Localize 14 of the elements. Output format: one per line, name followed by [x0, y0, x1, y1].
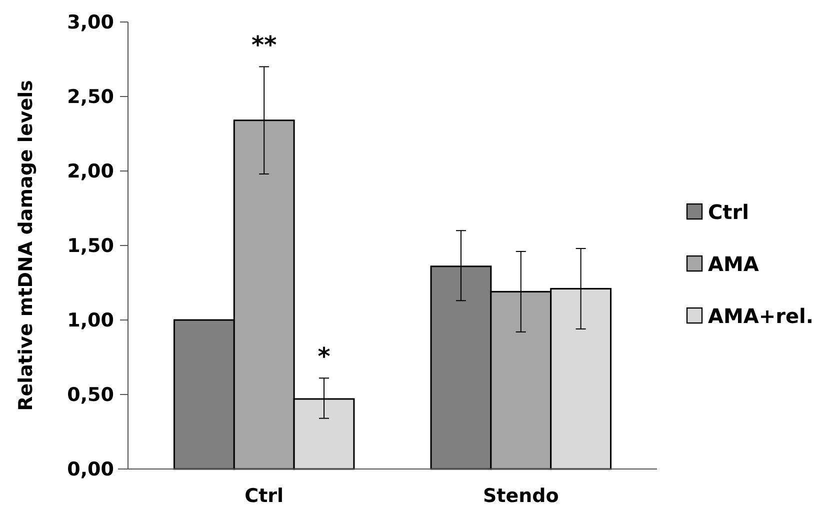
x-tick-label: Stendo	[482, 485, 559, 507]
y-tick-label: 2,00	[67, 160, 114, 183]
y-tick-label: 0,50	[67, 384, 114, 406]
annotation: **	[252, 31, 278, 60]
legend-label: Ctrl	[708, 200, 749, 224]
y-tick-label: 3,00	[67, 12, 114, 34]
y-tick-label: 2,50	[67, 86, 114, 108]
legend-label: AMA+rel.	[708, 304, 814, 328]
y-tick-label: 1,00	[67, 310, 114, 332]
annotation: *	[318, 342, 331, 371]
y-axis-title: Relative mtDNA damage levels	[15, 80, 37, 411]
y-tick-label: 0,00	[67, 458, 114, 481]
legend-label: AMA	[708, 252, 760, 276]
y-tick-label: 1,50	[67, 235, 114, 258]
